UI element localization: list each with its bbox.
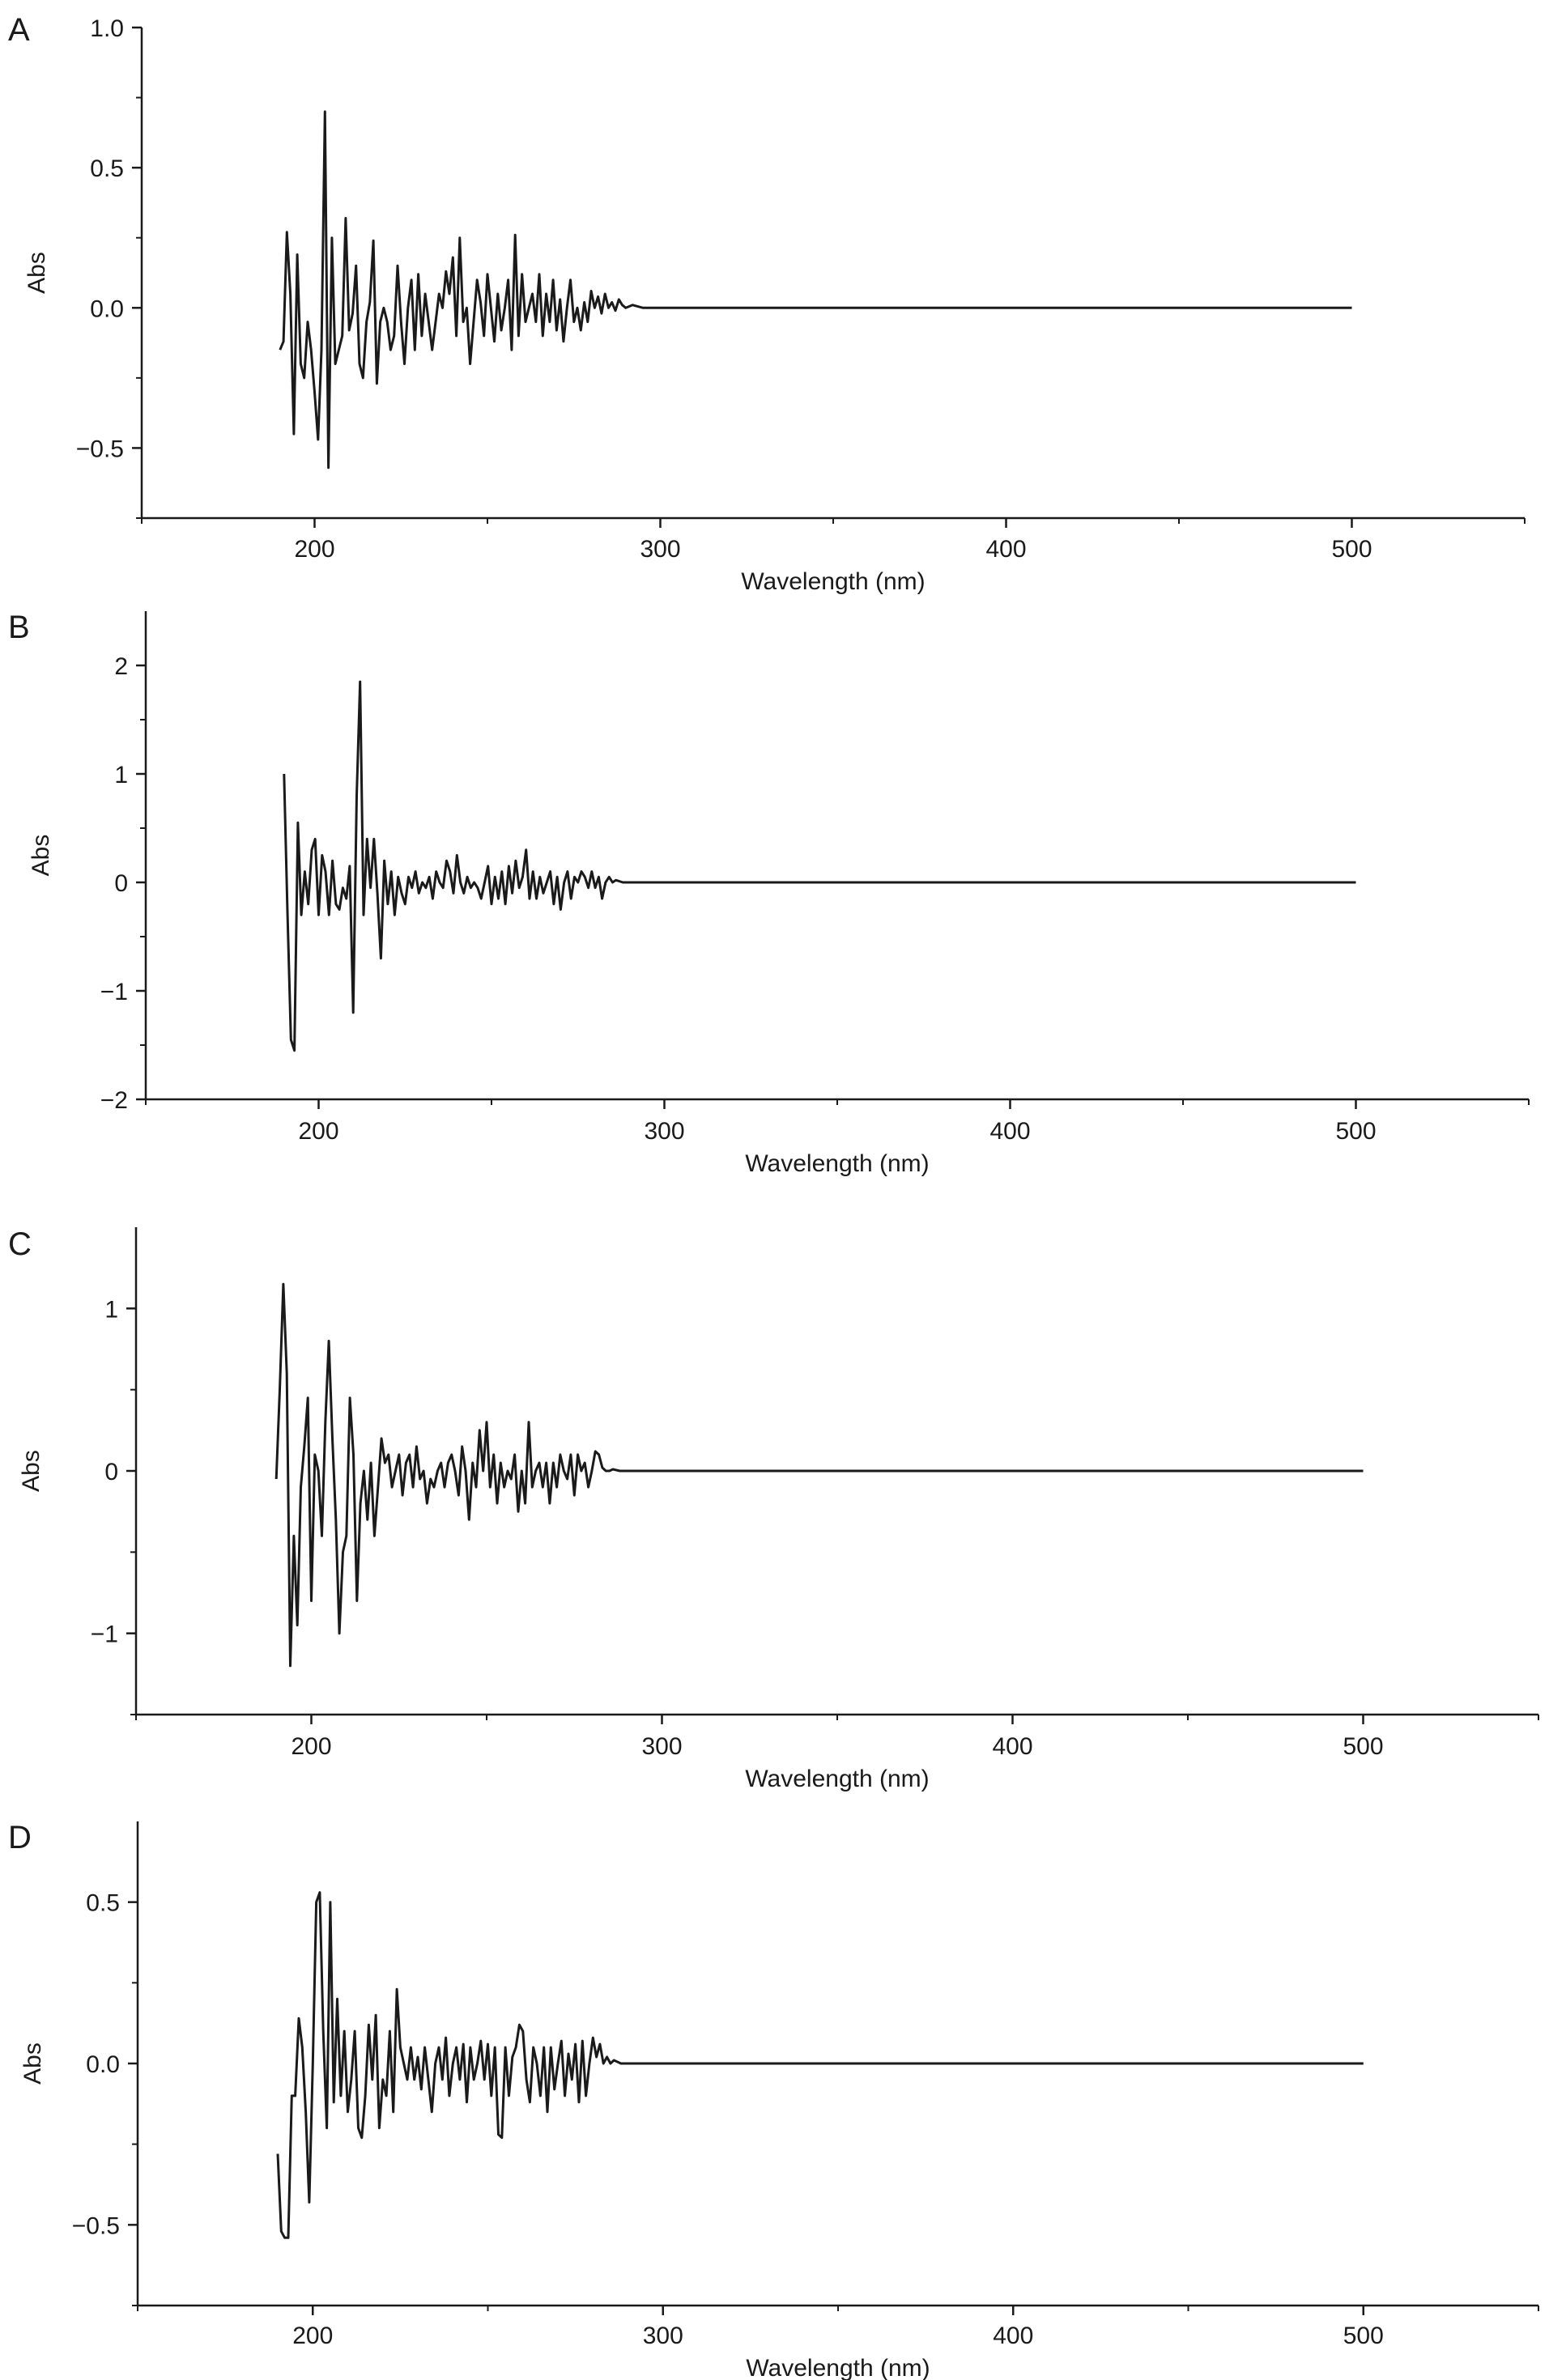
x-tick-label: 300 bbox=[644, 1118, 684, 1145]
x-tick-label: 400 bbox=[985, 536, 1026, 563]
y-tick-label: 0.5 bbox=[86, 1890, 120, 1917]
panel-d: D −0.5 0.0 0.5 200 300 400 500 Wavelength (nm) Ab… bbox=[8, 1820, 1539, 2380]
absorbance-line-series bbox=[276, 1891, 1364, 2239]
absorbance-line-series bbox=[274, 1282, 1364, 1668]
y-tick-label: −0.5 bbox=[72, 2212, 120, 2239]
x-axis-label: Wavelength (nm) bbox=[745, 1150, 929, 1177]
x-tick-label: 200 bbox=[298, 1118, 338, 1145]
panel-label: C bbox=[8, 1226, 32, 1262]
y-tick-label: 1 bbox=[104, 1296, 118, 1323]
x-tick-label: 200 bbox=[292, 2323, 333, 2349]
x-tick-label: 300 bbox=[641, 1733, 682, 1760]
y-axis-label: Abs bbox=[28, 835, 54, 877]
y-axis-label: Abs bbox=[23, 252, 50, 294]
x-axis-label: Wavelength (nm) bbox=[746, 2355, 930, 2380]
y-tick-label: 0 bbox=[104, 1459, 118, 1485]
y-tick-label: 1 bbox=[114, 762, 128, 788]
x-tick-label: 500 bbox=[1331, 536, 1372, 563]
y-tick-label: 0.0 bbox=[86, 2051, 120, 2078]
x-tick-label: 200 bbox=[291, 1733, 331, 1760]
y-tick-label: −2 bbox=[100, 1087, 128, 1114]
y-tick-label: −0.5 bbox=[76, 436, 124, 462]
x-tick-label: 200 bbox=[294, 536, 334, 563]
x-tick-label: 500 bbox=[1335, 1118, 1376, 1145]
y-tick-label: 1.0 bbox=[90, 15, 124, 42]
x-tick-label: 500 bbox=[1343, 1733, 1383, 1760]
panel-c: C −1 0 1 200 300 400 500 Wavelength (nm) Abs bbox=[8, 1226, 1539, 1792]
y-tick-label: 0.5 bbox=[90, 155, 124, 182]
panel-label: B bbox=[8, 610, 30, 645]
absorbance-line-series bbox=[283, 680, 1356, 1052]
absorbance-line-series bbox=[279, 110, 1352, 470]
panel-b: B −2 −1 0 1 2 200 300 400 500 Wavelength (nm) Abs bbox=[8, 610, 1530, 1177]
y-axis-label: Abs bbox=[18, 1450, 45, 1492]
y-tick-label: 0 bbox=[114, 870, 128, 897]
x-tick-label: 300 bbox=[640, 536, 680, 563]
panel-label: A bbox=[8, 12, 30, 48]
y-tick-label: −1 bbox=[100, 979, 128, 1005]
x-tick-label: 500 bbox=[1343, 2323, 1384, 2349]
x-axis-label: Wavelength (nm) bbox=[741, 568, 925, 595]
y-tick-label: 0.0 bbox=[90, 295, 124, 322]
y-tick-label: 2 bbox=[114, 653, 128, 680]
x-axis-label: Wavelength (nm) bbox=[745, 1766, 929, 1792]
y-axis-label: Abs bbox=[19, 2042, 46, 2085]
panel-label: D bbox=[8, 1820, 32, 1855]
x-tick-label: 400 bbox=[993, 2323, 1033, 2349]
y-tick-label: −1 bbox=[91, 1621, 118, 1648]
x-tick-label: 300 bbox=[643, 2323, 683, 2349]
panel-a: A −0.5 0.0 0.5 1.0 200 300 400 500 Wavelength (nm… bbox=[8, 12, 1526, 595]
x-tick-label: 400 bbox=[992, 1733, 1032, 1760]
x-tick-label: 400 bbox=[989, 1118, 1030, 1145]
